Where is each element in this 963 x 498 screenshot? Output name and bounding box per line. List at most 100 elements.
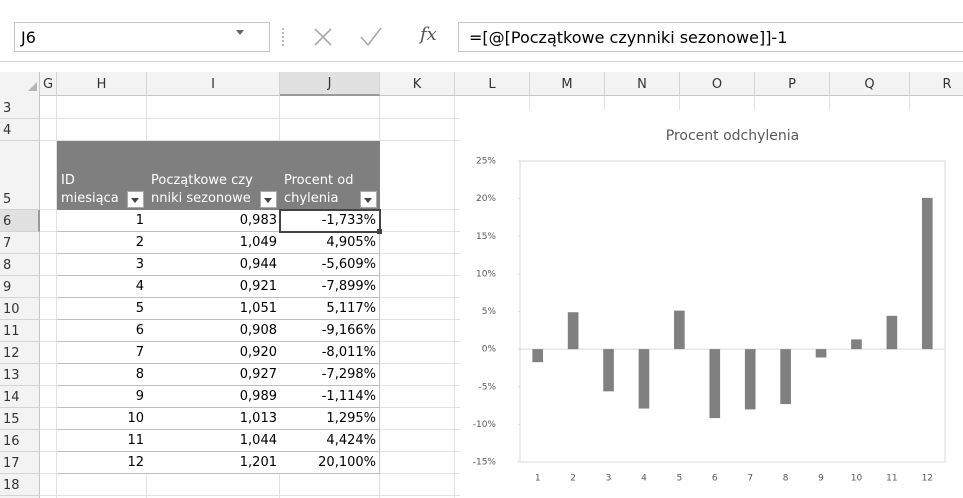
row-header[interactable]: 11 [0,320,40,342]
table-cell[interactable]: -8,011% [280,342,380,364]
table-cell[interactable]: 0,921 [147,276,280,298]
row-header[interactable]: 14 [0,386,40,408]
name-box-dropdown[interactable] [236,30,244,35]
x-tick-label: 2 [570,474,576,484]
table-cell[interactable]: -1,733% [280,210,380,232]
column-header-bar [0,72,963,96]
column-header[interactable]: Q [830,72,910,96]
table-cell[interactable]: 5,117% [280,298,380,320]
table-cell[interactable]: 5 [57,298,147,320]
table-cell[interactable]: 1,201 [147,452,280,474]
table-cell[interactable]: 7 [57,342,147,364]
row-header[interactable]: 15 [0,408,40,430]
row-header[interactable]: 7 [0,232,40,254]
cancel-icon[interactable] [314,28,332,46]
table-cell[interactable]: 9 [57,386,147,408]
table-cell[interactable]: 1,013 [147,408,280,430]
table-cell[interactable]: 3 [57,254,147,276]
filter-arrow [131,198,139,203]
bar [674,310,685,350]
column-header[interactable]: J [280,72,380,96]
y-tick-label: 15% [476,232,496,242]
select-all[interactable] [28,82,37,91]
column-header[interactable]: L [455,72,530,96]
column-gridline [56,96,57,498]
table-cell[interactable]: 1,044 [147,430,280,452]
bar [567,312,579,350]
column-header[interactable]: N [605,72,680,96]
row-header[interactable]: 16 [0,430,40,452]
enter-icon[interactable] [360,27,382,47]
table-cell[interactable]: -1,114% [280,386,380,408]
function-button[interactable]: fx [420,24,437,45]
table-cell[interactable]: 8 [57,364,147,386]
column-header[interactable]: G [40,72,57,96]
row-header[interactable]: 6 [0,210,40,232]
column-header[interactable]: P [755,72,830,96]
column-header[interactable]: H [57,72,147,96]
filter-arrow [264,198,272,203]
y-tick-label: 0% [482,345,497,355]
table-cell[interactable]: 0,989 [147,386,280,408]
column-header[interactable]: K [380,72,455,96]
filter-arrow [364,198,372,203]
table-cell[interactable]: 11 [57,430,147,452]
row-header[interactable]: 9 [0,276,40,298]
table-cell[interactable]: -5,609% [280,254,380,276]
y-tick-label: 25% [476,157,496,167]
table-header-text: Początkowe czynniki sezonowe [151,173,253,206]
x-tick-label: 3 [606,474,612,484]
bar [603,349,614,392]
table-cell[interactable]: -7,899% [280,276,380,298]
table-cell[interactable]: 6 [57,320,147,342]
table-cell[interactable]: 2 [57,232,147,254]
table-cell[interactable]: 12 [57,452,147,474]
table-cell[interactable]: 4 [57,276,147,298]
x-tick-label: 7 [747,474,753,484]
chart[interactable]: Procent odchylenia -15% -10% -5% 0% 5% 10% 15% 2… [460,110,963,498]
column-header[interactable]: I [147,72,280,96]
row-header[interactable]: 10 [0,298,40,320]
table-cell[interactable]: 1,295% [280,408,380,430]
x-tick-label: 12 [922,474,933,484]
row-header[interactable]: 13 [0,364,40,386]
x-tick-label: 10 [851,474,863,484]
formula-input[interactable]: =[@[Początkowe czynniki sezonowe]]-1 [458,22,963,52]
row-header[interactable]: 12 [0,342,40,364]
active-cell[interactable] [279,209,381,233]
row-header[interactable]: 8 [0,254,40,276]
table-cell[interactable]: 0,920 [147,342,280,364]
row-header[interactable]: 3 [0,97,40,119]
bar [886,315,898,350]
table-cell[interactable]: 10 [57,408,147,430]
column-header[interactable]: M [530,72,605,96]
table-cell[interactable]: 4,905% [280,232,380,254]
row-header[interactable]: 4 [0,119,40,141]
x-tick-label: 5 [677,474,683,484]
column-header[interactable]: R [910,72,963,96]
table-header-text: ID miesiąca [61,173,119,206]
row-header[interactable]: 18 [0,474,40,496]
table-cell[interactable]: -9,166% [280,320,380,342]
row-header[interactable]: 5 [0,141,40,210]
table-cell[interactable]: 1,049 [147,232,280,254]
formula-icons [314,27,382,47]
x-tick-label: 11 [886,474,897,484]
table-cell[interactable]: 1,051 [147,298,280,320]
name-box[interactable]: J6 [14,22,270,52]
table-cell[interactable]: 4,424% [280,430,380,452]
table-cell[interactable]: 0,983 [147,210,280,232]
bar [709,349,721,419]
table-header [147,141,280,210]
table-cell[interactable]: 0,944 [147,254,280,276]
row-header[interactable]: 17 [0,452,40,474]
bar [921,197,933,350]
table-cell[interactable]: 0,908 [147,320,280,342]
column-header[interactable]: O [680,72,755,96]
bar [532,349,544,363]
x-tick-label: 9 [818,474,824,484]
table-cell[interactable]: -7,298% [280,364,380,386]
table-cell[interactable]: 20,100% [280,452,380,474]
table-cell[interactable]: 1 [57,210,147,232]
table-cell[interactable]: 0,927 [147,364,280,386]
